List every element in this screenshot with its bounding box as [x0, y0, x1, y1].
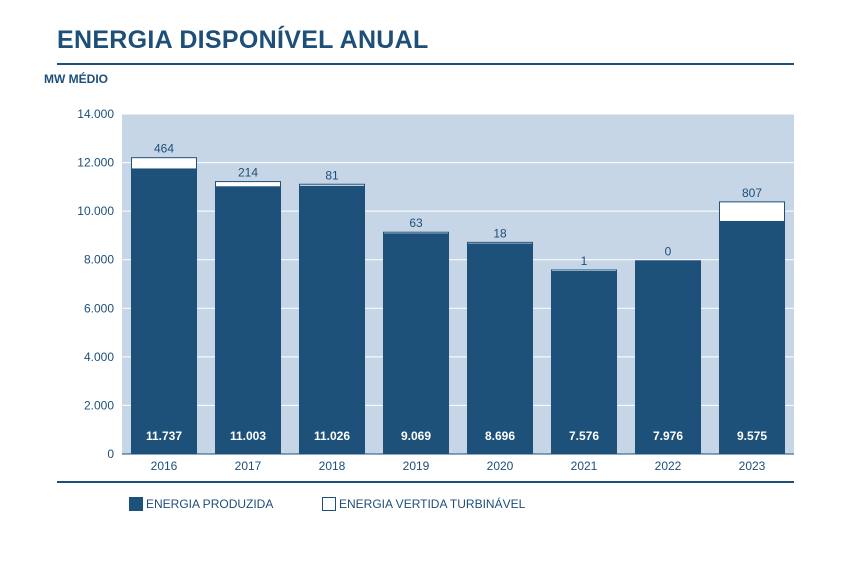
bar-energia-produzida [719, 221, 785, 454]
data-label-produzida: 7.576 [569, 429, 599, 443]
bar-energia-vertida [299, 183, 365, 187]
y-tick-label: 12.000 [77, 156, 114, 170]
data-label-produzida: 11.737 [146, 429, 182, 443]
chart-title: ENERGIA DISPONÍVEL ANUAL [57, 26, 429, 54]
y-tick-label: 4.000 [84, 350, 114, 364]
x-tick-label: 2019 [403, 459, 430, 473]
bar-energia-vertida [131, 157, 197, 170]
bar-energia-vertida [215, 181, 281, 188]
y-tick-label: 10.000 [77, 204, 114, 218]
x-tick-label: 2017 [235, 459, 262, 473]
bar-energia-produzida [635, 260, 701, 454]
y-tick-label: 2.000 [84, 398, 114, 412]
data-label-vertida: 18 [493, 226, 507, 240]
legend-item-vertida: ENERGIA VERTIDA TURBINÁVEL [322, 497, 525, 511]
y-tick-label: 6.000 [84, 301, 114, 315]
x-tick-label: 2016 [151, 459, 178, 473]
y-axis-unit: MW MÉDIO [44, 72, 108, 86]
y-tick-label: 14.000 [77, 107, 114, 121]
x-tick-label: 2021 [571, 459, 598, 473]
legend-item-produzida: ENERGIA PRODUZIDA [129, 497, 273, 511]
bar-energia-vertida [551, 269, 617, 272]
bar-energia-produzida [551, 270, 617, 454]
data-label-vertida: 214 [238, 166, 258, 180]
data-label-vertida: 807 [742, 186, 762, 200]
y-tick-label: 8.000 [84, 253, 114, 267]
legend-swatch-produzida [129, 497, 143, 511]
data-label-produzida: 8.696 [485, 429, 515, 443]
data-label-produzida: 11.003 [230, 429, 266, 443]
bar-energia-produzida [215, 186, 281, 454]
bar-energia-vertida [719, 201, 785, 222]
x-tick-label: 2023 [739, 459, 766, 473]
bar-energia-produzida [131, 168, 197, 455]
x-tick-label: 2022 [655, 459, 682, 473]
data-label-vertida: 464 [154, 142, 174, 156]
data-label-produzida: 9.069 [401, 429, 431, 443]
data-label-produzida: 7.976 [653, 429, 683, 443]
y-tick-label: 0 [107, 447, 114, 461]
x-tick-label: 2020 [487, 459, 514, 473]
data-label-produzida: 11.026 [314, 429, 350, 443]
bar-energia-produzida [383, 233, 449, 454]
data-label-vertida: 1 [581, 254, 588, 268]
data-label-produzida: 9.575 [737, 429, 767, 443]
data-label-vertida: 81 [325, 168, 339, 182]
legend-label-vertida: ENERGIA VERTIDA TURBINÁVEL [339, 497, 526, 511]
legend-label-produzida: ENERGIA PRODUZIDA [146, 497, 274, 511]
data-label-vertida: 63 [409, 216, 423, 230]
bar-energia-produzida [467, 242, 533, 454]
bottom-divider [57, 481, 794, 483]
bar-energia-vertida [383, 231, 449, 235]
x-tick-label: 2018 [319, 459, 346, 473]
bar-energia-vertida [467, 241, 533, 245]
title-divider [57, 63, 794, 65]
bar-energia-produzida [299, 186, 365, 454]
legend-swatch-vertida [322, 497, 336, 511]
data-label-vertida: 0 [665, 244, 672, 258]
